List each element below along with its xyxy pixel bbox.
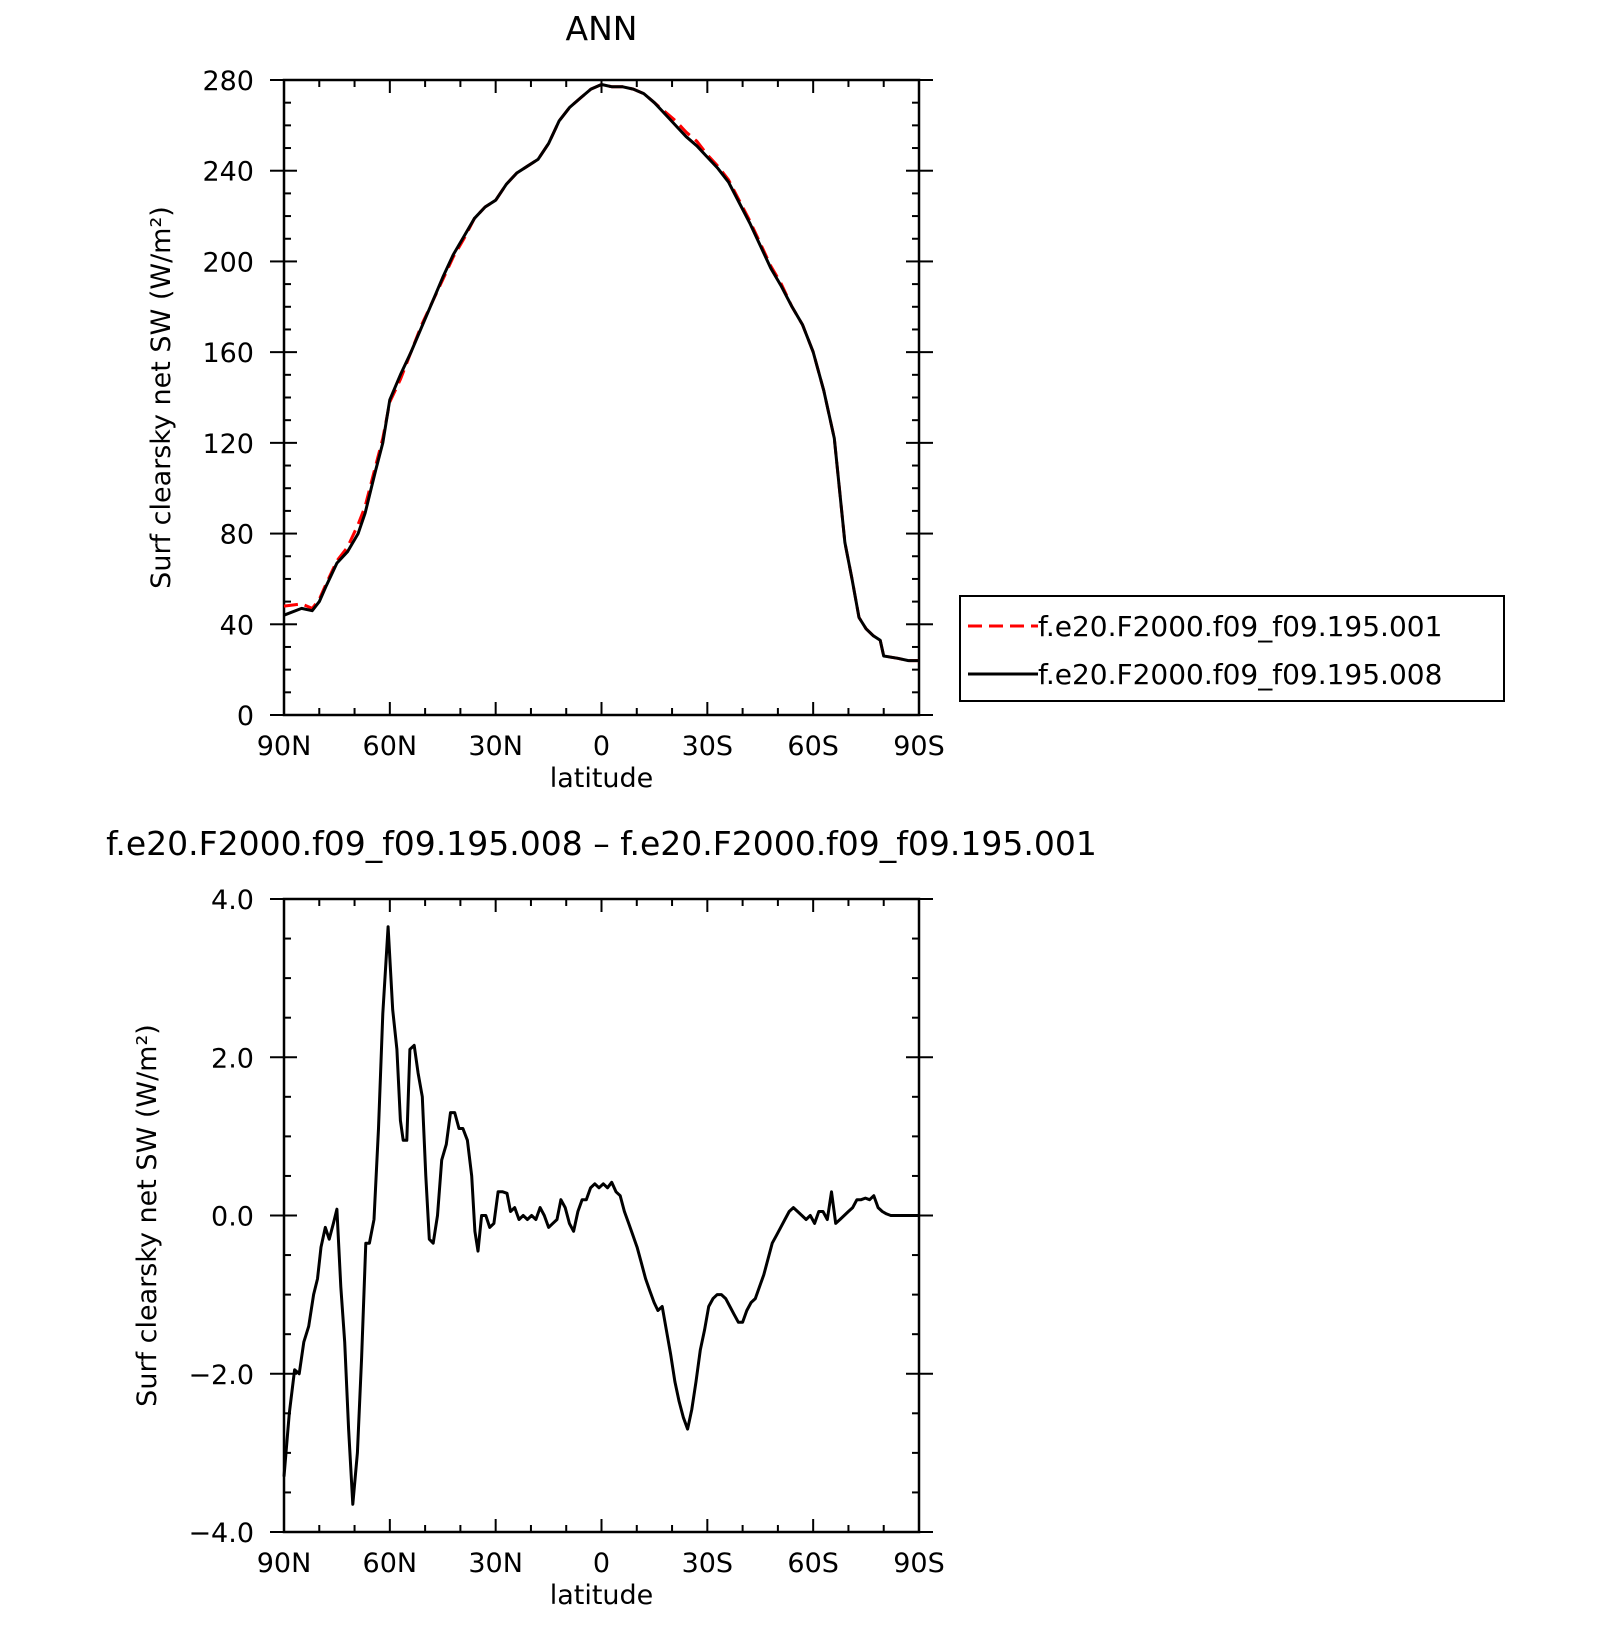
plot-frame — [282, 78, 921, 717]
y-tick-label: 160 — [202, 338, 254, 369]
x-tick-label: 90N — [257, 1548, 312, 1579]
x-tick-label: 90S — [893, 731, 945, 762]
x-tick-label: 60S — [787, 731, 839, 762]
y-tick-label: 0.0 — [211, 1202, 254, 1233]
legend: f.e20.F2000.f09_f09.195.001 f.e20.F2000.f… — [959, 595, 1505, 702]
y-tick-label: 0 — [237, 701, 254, 732]
y-tick-label: 240 — [202, 157, 254, 188]
x-axis-label: latitude — [550, 1580, 654, 1611]
legend-box — [959, 595, 1505, 702]
bottom-panel-difference: f.e20.F2000.f09_f09.195.008 – f.e20.F200… — [106, 824, 1097, 1611]
x-axis-label: latitude — [550, 763, 654, 794]
y-tick-label: 280 — [202, 66, 254, 97]
legend-entry-label: f.e20.F2000.f09_f09.195.008 — [1038, 658, 1442, 691]
chart-title: ANN — [566, 9, 638, 48]
x-tick-label: 90S — [893, 1548, 945, 1579]
legend-entry-label: f.e20.F2000.f09_f09.195.001 — [1038, 610, 1442, 643]
y-tick-label: 2.0 — [211, 1043, 254, 1074]
y-tick-label: 80 — [220, 520, 254, 551]
y-tick-label: 40 — [220, 610, 254, 641]
x-tick-label: 30N — [468, 1548, 523, 1579]
x-tick-label: 30S — [682, 1548, 734, 1579]
y-tick-label: 120 — [202, 429, 254, 460]
y-axis-label: Surf clearsky net SW (W/m²) — [146, 206, 177, 589]
y-tick-label: 4.0 — [211, 885, 254, 916]
x-tick-label: 60S — [787, 1548, 839, 1579]
x-tick-label: 60N — [363, 1548, 418, 1579]
y-axis-label: Surf clearsky net SW (W/m²) — [132, 1024, 163, 1407]
y-tick-label: 200 — [202, 247, 254, 278]
x-tick-label: 90N — [257, 731, 312, 762]
x-tick-label: 0 — [593, 731, 610, 762]
y-tick-label: −4.0 — [188, 1518, 254, 1549]
series-line-0 — [282, 925, 919, 1506]
x-tick-label: 30S — [682, 731, 734, 762]
x-tick-label: 0 — [593, 1548, 610, 1579]
top-panel-ann: ANN 90N 60N 30N 0 30S 60S 90S 0 40 80 120 160 200 240 2… — [146, 9, 945, 794]
series-line-0 — [283, 83, 919, 663]
y-tick-label: −2.0 — [188, 1360, 254, 1391]
x-tick-label: 60N — [363, 731, 418, 762]
chart-title: f.e20.F2000.f09_f09.195.008 – f.e20.F200… — [106, 824, 1097, 863]
series-line-1 — [283, 83, 919, 663]
x-tick-label: 30N — [468, 731, 523, 762]
